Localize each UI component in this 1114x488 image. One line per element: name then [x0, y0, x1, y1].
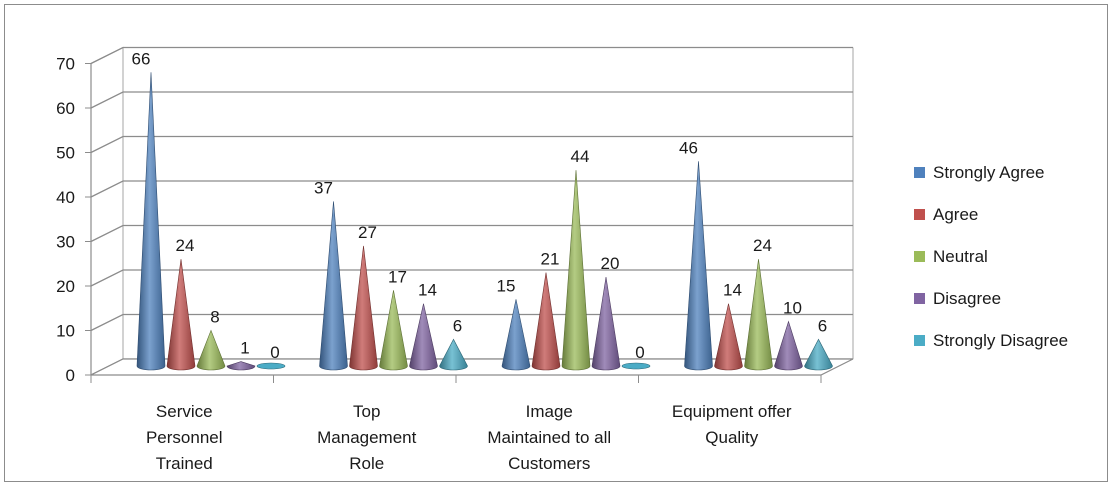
category-label: Image Maintained to all Customers [487, 402, 611, 473]
legend-item: Disagree [914, 289, 1001, 308]
legend-item: Neutral [914, 247, 988, 266]
legend-label: Strongly Disagree [933, 331, 1068, 350]
legend-swatch [914, 335, 925, 346]
gridline [90, 91, 853, 109]
y-tick-label: 70 [56, 55, 75, 74]
legend-swatch [914, 167, 925, 178]
cone-strongly-agree [319, 201, 348, 371]
cone-disagree [591, 276, 621, 371]
category-label: Top Management Role [317, 402, 417, 473]
gridline [90, 135, 853, 154]
plot-walls [90, 46, 854, 376]
gridline [90, 269, 853, 287]
data-label: 46 [679, 138, 698, 157]
category-label: Equipment offer Quality [672, 402, 792, 447]
data-label: 10 [783, 299, 802, 318]
cone-neutral [744, 259, 773, 371]
cone-disagree [774, 320, 803, 371]
cone-strongly-disagree [621, 362, 651, 370]
data-label: 27 [358, 223, 377, 242]
cone-neutral [561, 170, 591, 371]
data-label: 37 [314, 178, 333, 197]
cone-disagree [409, 303, 438, 371]
legend: Strongly Agree Agree Neutral Disagree Strong… [914, 163, 1068, 350]
cone-agree [166, 259, 196, 371]
legend-item: Strongly Disagree [914, 331, 1068, 350]
chart-frame: 0 10 20 30 40 50 60 70 Service Personnel Trained T… [4, 4, 1108, 482]
cone-strongly-disagree [439, 338, 468, 371]
y-tick-label: 60 [56, 99, 75, 118]
data-label: 21 [541, 250, 560, 269]
data-label: 15 [497, 276, 516, 295]
gridline [90, 224, 853, 243]
cone-series [136, 72, 833, 371]
legend-label: Neutral [933, 247, 988, 266]
cone-disagree [226, 361, 256, 371]
y-tick-label: 50 [56, 144, 75, 163]
cone-strongly-disagree [256, 362, 286, 370]
data-label: 17 [388, 267, 407, 286]
data-label: 14 [723, 281, 742, 300]
cone-strongly-disagree [804, 338, 833, 371]
legend-label: Agree [933, 205, 978, 224]
data-label: 24 [753, 236, 772, 255]
legend-item: Agree [914, 205, 978, 224]
y-axis: 0 10 20 30 40 50 60 70 [56, 55, 92, 385]
category-label: Service Personnel Trained [146, 402, 223, 473]
legend-swatch [914, 251, 925, 262]
gridline [90, 180, 853, 198]
data-label: 66 [132, 49, 151, 68]
legend-swatch [914, 209, 925, 220]
legend-label: Disagree [933, 289, 1001, 308]
data-label: 14 [418, 281, 437, 300]
cone-neutral [196, 329, 226, 371]
y-tick-label: 20 [56, 277, 75, 296]
cone-strongly-agree [501, 299, 531, 371]
data-label: 8 [210, 307, 219, 326]
data-label: 20 [601, 254, 620, 273]
y-tick-label: 40 [56, 188, 75, 207]
cone-agree [531, 272, 561, 371]
data-label: 0 [270, 343, 279, 362]
legend-label: Strongly Agree [933, 163, 1045, 182]
x-axis: Service Personnel Trained Top Management Role… [90, 375, 822, 473]
legend-item: Strongly Agree [914, 163, 1045, 182]
cone-strongly-agree [684, 161, 713, 371]
data-label: 44 [571, 147, 590, 166]
data-label: 1 [240, 339, 249, 358]
floor-plane [90, 358, 854, 376]
gridline [90, 46, 853, 65]
data-label: 24 [176, 236, 195, 255]
legend-swatch [914, 293, 925, 304]
cone-strongly-agree [136, 72, 166, 371]
cone-neutral [379, 290, 408, 371]
y-tick-label: 30 [56, 233, 75, 252]
cone-agree [714, 303, 743, 371]
data-label: 6 [818, 316, 827, 335]
back-wall [123, 47, 853, 359]
data-label: 0 [635, 343, 644, 362]
side-wall [90, 46, 124, 376]
y-tick-label: 0 [66, 366, 75, 385]
cone-agree [349, 245, 378, 371]
data-label: 6 [453, 316, 462, 335]
y-tick-label: 10 [56, 322, 75, 341]
plot-floor [90, 358, 854, 376]
